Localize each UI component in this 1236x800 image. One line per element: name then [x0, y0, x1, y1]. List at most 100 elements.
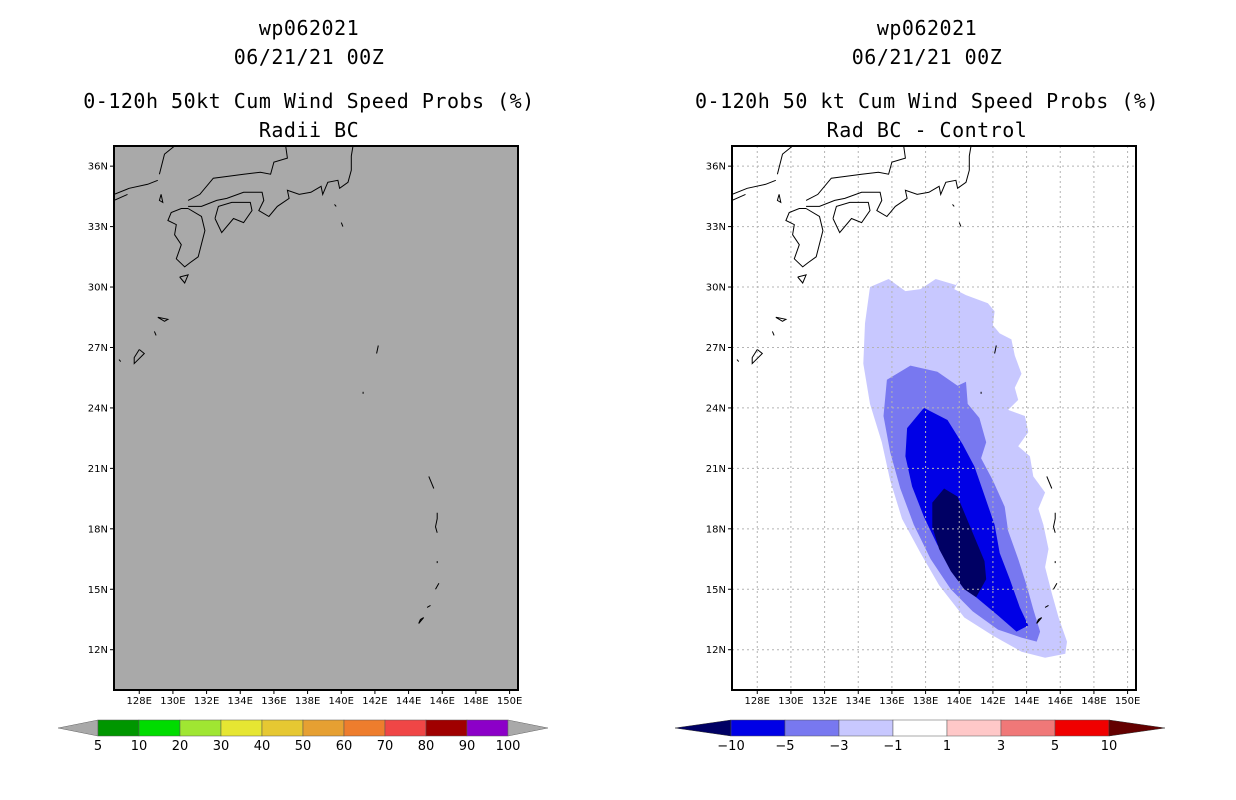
legend-color-cell: [384, 719, 427, 737]
chart-subtitle: Rad BC - Control: [826, 118, 1028, 142]
x-tick-label: 140E: [329, 696, 354, 707]
x-tick-label: 136E: [261, 696, 286, 707]
x-tick-label: 128E: [127, 696, 152, 707]
coastline: [179, 274, 189, 284]
x-tick-label: 134E: [846, 696, 871, 707]
plot-content: [114, 146, 440, 624]
coastline: [1044, 604, 1049, 608]
coastline: [214, 201, 253, 234]
y-tick-label: 33N: [88, 222, 108, 233]
coastline: [157, 316, 170, 322]
legend-label: 80: [418, 739, 435, 754]
storm-id-title: wp062021: [258, 16, 360, 40]
plot-frame: [731, 145, 1137, 691]
coastline: [133, 349, 146, 365]
y-tick-label: 18N: [88, 524, 108, 535]
date-title: 06/21/21 00Z: [851, 45, 1003, 69]
plot-content: [732, 146, 1136, 690]
legend-color-cell: [220, 719, 263, 737]
coastline: [434, 512, 438, 533]
x-tick-label: 144E: [1014, 696, 1039, 707]
legend-color-cell: [784, 719, 840, 737]
x-tick-label: 138E: [913, 696, 938, 707]
x-tick-label: 138E: [295, 696, 320, 707]
plot-background: [114, 146, 518, 690]
x-tick-label: 128E: [745, 696, 770, 707]
y-tick-label: 36N: [706, 162, 726, 173]
legend-label: 70: [377, 739, 394, 754]
legend-color-cell: [97, 719, 140, 737]
date-title: 06/21/21 00Z: [233, 45, 385, 69]
y-tick-label: 27N: [88, 343, 108, 354]
x-tick-label: 130E: [778, 696, 803, 707]
y-tick-label: 27N: [706, 343, 726, 354]
y-tick-label: 15N: [88, 585, 108, 596]
coastline: [114, 179, 158, 195]
chart-title: 0-120h 50 kt Cum Wind Speed Probs (%): [694, 89, 1160, 113]
right-chart-panel: wp062021 06/21/21 00Z 0-120h 50 kt Cum W…: [618, 0, 1236, 800]
legend-label: 10: [131, 739, 148, 754]
legend-color-cell: [892, 719, 948, 737]
coastline: [158, 146, 175, 175]
x-tick-label: 150E: [1115, 696, 1140, 707]
y-tick-label: 36N: [88, 162, 108, 173]
y-tick-label: 12N: [706, 645, 726, 656]
coastline: [340, 222, 344, 227]
legend-label: −5: [775, 739, 794, 754]
legend-arrow-high: [1108, 719, 1166, 737]
legend-color-cell: [425, 719, 468, 737]
x-tick-label: 132E: [194, 696, 219, 707]
coastline: [805, 146, 906, 201]
y-tick-label: 33N: [706, 222, 726, 233]
x-tick-label: 148E: [463, 696, 488, 707]
legend-color-cell: [838, 719, 894, 737]
y-tick-label: 21N: [88, 464, 108, 475]
legend-color-cell: [1054, 719, 1110, 737]
coastline: [418, 617, 425, 624]
y-tick-label: 24N: [706, 403, 726, 414]
x-tick-label: 142E: [980, 696, 1005, 707]
coastline: [751, 349, 764, 365]
y-tick-label: 30N: [88, 283, 108, 294]
legend-label: 3: [997, 739, 1005, 754]
x-tick-label: 144E: [396, 696, 421, 707]
legend-label: −1: [883, 739, 902, 754]
coastline: [1053, 582, 1058, 590]
coastline: [732, 193, 746, 201]
legend-color-cell: [261, 719, 304, 737]
coastline: [428, 476, 435, 489]
y-tick-label: 12N: [88, 645, 108, 656]
coastline: [832, 201, 871, 234]
chart-subtitle: Radii BC: [258, 118, 360, 142]
legend-arrow-low: [674, 719, 732, 737]
y-tick-label: 15N: [706, 585, 726, 596]
x-tick-label: 146E: [430, 696, 455, 707]
legend-color-cell: [302, 719, 345, 737]
coastline: [188, 146, 354, 218]
x-tick-label: 134E: [228, 696, 253, 707]
coastline: [187, 146, 288, 201]
coastline: [1036, 617, 1043, 624]
legend-arrow-low: [57, 719, 99, 737]
coastline: [958, 222, 962, 227]
legend-label: 50: [295, 739, 312, 754]
x-tick-label: 132E: [812, 696, 837, 707]
legend-color-cell: [1000, 719, 1056, 737]
legend-color-cell: [946, 719, 1002, 737]
plot-frame: [113, 145, 519, 691]
coastline: [426, 604, 431, 608]
coastline: [376, 345, 379, 354]
wind-probability-difference-map: 128E 130E 132E 134E 136E 138E 140E 142E 144E 146E…: [674, 145, 1166, 754]
coastline: [167, 208, 206, 268]
legend-color-cell: [179, 719, 222, 737]
y-tick-label: 18N: [706, 524, 726, 535]
coastline: [1046, 476, 1053, 489]
legend-color-cell: [730, 719, 786, 737]
legend-label: 30: [213, 739, 230, 754]
legend-label: 5: [1051, 739, 1059, 754]
coastline: [153, 331, 157, 336]
x-tick-label: 146E: [1048, 696, 1073, 707]
chart-title: 0-120h 50kt Cum Wind Speed Probs (%): [83, 89, 535, 113]
x-tick-label: 140E: [947, 696, 972, 707]
coastline: [158, 194, 164, 204]
